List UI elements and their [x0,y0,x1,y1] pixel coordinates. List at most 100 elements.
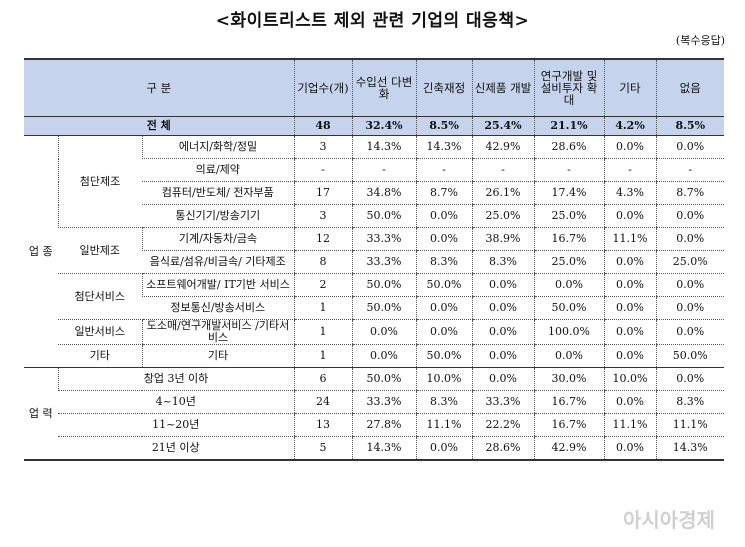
table-cell: 14.3% [351,436,416,461]
table-cell: 11.1% [603,413,656,437]
table-cell: 3 [293,204,352,228]
table-cell: 0.0% [415,436,472,461]
subgroup-label: 일반제조 [58,227,142,274]
group-career: 업 력 [24,367,58,461]
table-cell: 0.0% [603,135,656,159]
table-cell: 0.0% [415,227,472,251]
table-cell: 100.0% [533,319,604,345]
row-label: 도소매/연구개발서비스 /기타서비스 [141,319,294,345]
table-cell: 16.7% [533,413,604,437]
table-cell: 2 [293,273,352,297]
header-row: 구 분 기업수(개) 수입선 다변화 긴축재정 신제품 개발 연구개발 및 설비… [24,58,724,117]
table-cell: 34.8% [351,181,416,205]
subgroup-label: 일반서비스 [58,319,142,345]
subgroup-label: 첨단제조 [57,135,142,228]
table-cell: 50.0% [351,367,416,391]
table-cell: 33.3% [471,390,534,414]
table-cell: 25.0% [471,204,534,228]
table-cell: 0.0% [471,319,534,345]
table-cell: 16.7% [533,227,604,251]
table-cell: 8.3% [655,390,724,414]
watermark: 아시아경제 [623,508,715,532]
table-cell: 0.0% [655,273,724,297]
row-label: 음식료/섬유/비금속/ 기타제조 [142,250,294,274]
table-cell: 42.9% [471,135,534,159]
table-cell: 0.0% [351,344,416,368]
table-cell: - [471,158,534,182]
table-cell: 0.0% [603,250,656,274]
table-cell: 0.0% [655,367,724,391]
table-row: 4~10년 24 33.3% 8.3% 33.3% 16.7% 0.0% 8.3% [24,390,724,414]
table-cell: 22.2% [471,413,534,437]
table-cell: 0.0% [415,204,472,228]
response-table: 구 분 기업수(개) 수입선 다변화 긴축재정 신제품 개발 연구개발 및 설비… [24,58,724,461]
table-row: 컴퓨터/반도체/ 전자부품 17 34.8% 8.7% 26.1% 17.4% 4.3% 8.… [24,181,724,205]
header-category: 구 분 [24,58,294,117]
table-cell: 33.3% [351,250,416,274]
table-cell: 21.1% [533,116,604,136]
total-row: 전 체 48 32.4% 8.5% 25.4% 21.1% 4.2% 8.5% [24,116,724,136]
table-cell: 0.0% [603,204,656,228]
table-cell: 8.3% [471,250,534,274]
table-cell: 0.0% [471,367,534,391]
table-cell: 0.0% [603,390,656,414]
table-cell: 24 [293,390,352,414]
table-cell: 5 [293,436,352,461]
table-row: 21년 이상 5 14.3% 0.0% 28.6% 42.9% 0.0% 14.3% [24,436,724,461]
table-cell: 0.0% [471,296,534,320]
row-label: 의료/제약 [142,158,294,182]
table-row: 11~20년 13 27.8% 11.1% 22.2% 16.7% 11.1% 11.1% [24,413,724,437]
table-cell: 4.2% [603,116,656,136]
table-row: 음식료/섬유/비금속/ 기타제조 8 33.3% 8.3% 8.3% 25.0% 0.0% 2… [24,250,724,274]
table-cell: 0.0% [655,135,724,159]
table-cell: 8.7% [655,181,724,205]
table-cell: 27.8% [351,413,416,437]
table-cell: 32.4% [351,116,416,136]
row-label: 21년 이상 [58,436,294,461]
table-cell: 0.0% [415,296,472,320]
row-label: 소프트웨어개발/ IT기반 서비스 [141,273,294,297]
table-cell: 11.1% [655,413,724,437]
table-cell: 14.3% [655,436,724,461]
table-row: 업 력 창업 3년 이하 6 50.0% 10.0% 0.0% 30.0% 10.0% 0.0% [24,367,724,461]
table-cell: 8.3% [415,250,472,274]
table-cell: 0.0% [655,319,724,345]
table-cell: 13 [293,413,352,437]
table-cell: 28.6% [533,135,604,159]
row-label: 통신기기/방송기기 [142,204,294,228]
table-cell: 0.0% [603,273,656,297]
row-label: 기계/자동차/금속 [141,227,294,251]
table-cell: 33.3% [351,390,416,414]
header-none: 없음 [655,58,724,117]
table-cell: 0.0% [533,273,604,297]
row-label: 11~20년 [58,413,294,437]
subgroup-label: 기타 [58,344,142,368]
table-row: 업 종 첨단제조 에너지/화학/정밀 3 14.3% 14.3% 42.9% 28.6% 0.0… [24,135,724,368]
multiple-response-note: (복수응답) [675,34,725,47]
table-cell: 0.0% [655,227,724,251]
table-cell: 50.0% [351,204,416,228]
table-cell: 33.3% [351,227,416,251]
table-cell: 14.3% [351,135,416,159]
table-cell: - [293,158,352,182]
table-cell: 3 [293,135,352,159]
table-cell: 0.0% [603,344,656,368]
table-row: 일반제조 기계/자동차/금속 12 33.3% 0.0% 38.9% 16.7% 11.1% 0… [24,227,724,274]
table-cell: 50.0% [415,344,472,368]
table-cell: 8 [293,250,352,274]
table-cell: 50.0% [533,296,604,320]
row-label: 창업 3년 이하 [57,367,294,391]
row-label: 정보통신/방송서비스 [142,296,294,320]
table-cell: 8.5% [655,116,724,136]
header-rnd-investment: 연구개발 및 설비투자 확대 [533,58,604,117]
table-cell: 50.0% [655,344,724,368]
table-cell: - [603,158,656,182]
table-cell: 25.0% [533,204,604,228]
table-cell: 25.0% [655,250,724,274]
total-label: 전 체 [24,116,294,136]
row-label: 컴퓨터/반도체/ 전자부품 [142,181,294,205]
table-cell: 25.0% [533,250,604,274]
table-cell: 0.0% [471,273,534,297]
table-cell: - [655,158,724,182]
table-cell: 16.7% [533,390,604,414]
